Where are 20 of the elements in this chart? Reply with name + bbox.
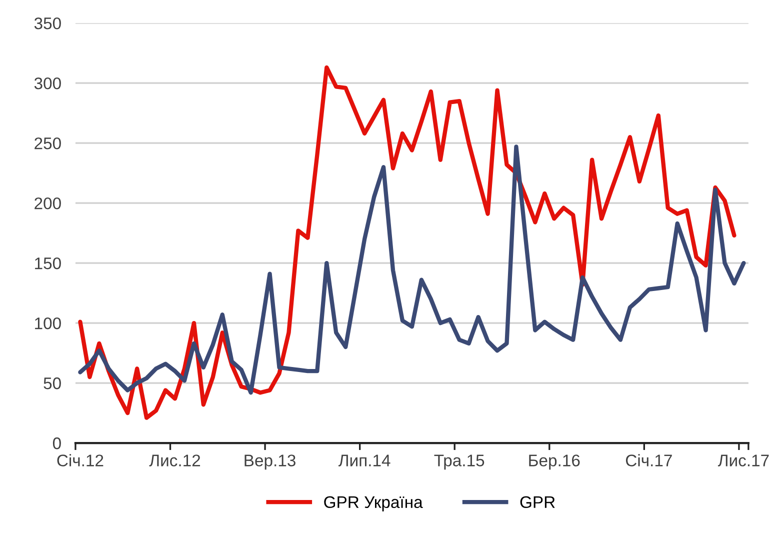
y-tick-label: 300	[34, 77, 61, 90]
y-tick-label: 150	[35, 257, 61, 270]
x-tick-label: Січ.12	[57, 454, 104, 466]
x-tick-label: Бер.16	[529, 454, 580, 470]
line-series	[78, 65, 736, 420]
y-tick-label: 0	[52, 437, 61, 450]
x-tick-label: Січ.17	[626, 454, 672, 466]
y-tick-label: 50	[44, 377, 61, 390]
x-tick-label: Лис.12	[149, 454, 200, 466]
y-tick-label: 350	[34, 17, 61, 30]
legend-label: GPR Україна	[324, 496, 423, 512]
x-tick-label: Вер.13	[244, 454, 296, 470]
x-tick-label: Лип.14	[338, 454, 390, 466]
y-tick-label: 200	[34, 197, 61, 210]
legend-label: GPR	[520, 496, 555, 508]
y-tick-label: 250	[34, 137, 61, 150]
x-tick-label: Лис.17	[718, 454, 769, 466]
x-tick-label: Тра.15	[434, 454, 484, 470]
y-tick-label: 100	[35, 317, 61, 330]
line-series	[78, 144, 746, 395]
